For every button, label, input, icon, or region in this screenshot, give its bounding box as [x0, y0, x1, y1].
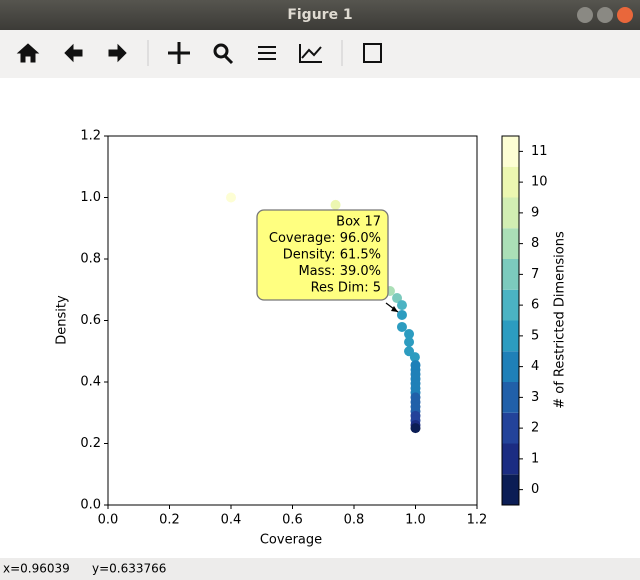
point: [226, 192, 236, 203]
configure-button[interactable]: [258, 46, 276, 60]
edit-axis-button[interactable]: [299, 44, 322, 63]
colorbar-label: # of Restricted Dimensions: [553, 231, 568, 409]
back-button[interactable]: [64, 43, 83, 63]
x-tick-label: 0.0: [98, 513, 119, 528]
point: [396, 309, 407, 320]
point: [396, 300, 407, 311]
x-tick-label: 0.8: [344, 513, 365, 528]
y-tick-label: 0.2: [80, 436, 101, 451]
annotation-box: [256, 209, 389, 301]
status-x: x=0.96039: [3, 562, 70, 576]
colorbar-tick-label: 1: [531, 451, 539, 466]
annotation-line: Mass: 39.0%: [298, 264, 381, 279]
colorbar-tick-label: 2: [531, 421, 539, 436]
y-tick-label: 0.6: [80, 313, 101, 328]
colorbar-tick-label: 6: [531, 298, 539, 313]
annotation-line: Coverage: 96.0%: [269, 231, 381, 246]
colorbar-tick-label: 0: [531, 482, 539, 497]
point: [396, 321, 407, 332]
annotation-line: Res Dim: 5: [311, 281, 381, 296]
y-tick-label: 0.8: [80, 252, 101, 267]
colorbar-tick-label: 9: [531, 205, 539, 220]
colorbar-tick-label: 5: [531, 328, 539, 343]
window-title: Figure 1: [287, 7, 352, 23]
x-tick-label: 0.6: [282, 513, 303, 528]
point: [404, 329, 415, 340]
plot-frame: [107, 135, 478, 506]
annotation-line: Density: 61.5%: [283, 248, 381, 263]
point: [409, 352, 420, 363]
x-tick-label: 1.0: [405, 513, 426, 528]
colorbar-band: [502, 351, 519, 382]
point: [410, 423, 421, 434]
x-tick-label: 1.2: [467, 513, 488, 528]
colorbar-tick-label: 11: [531, 144, 548, 159]
y-tick-label: 1.0: [80, 190, 101, 205]
y-tick-label: 0.0: [80, 498, 101, 513]
y-tick-label: 0.4: [80, 375, 101, 390]
zoom-button[interactable]: [213, 43, 234, 65]
minimize-button[interactable]: [577, 7, 593, 23]
colorbar-tick-label: 8: [531, 236, 539, 251]
forward-button[interactable]: [108, 43, 127, 63]
title-bar: [0, 0, 640, 30]
colorbar-tick-label: 7: [531, 267, 539, 282]
annotation-line: Box 17: [336, 215, 381, 230]
colorbar-band: [502, 136, 519, 167]
colorbar-band: [502, 166, 519, 198]
colorbar-band: [502, 259, 519, 290]
point: [404, 337, 415, 348]
close-button[interactable]: [617, 7, 633, 23]
colorbar-band: [502, 412, 519, 444]
toolbar-icons: [16, 40, 382, 66]
y-axis-label: Density: [55, 295, 70, 345]
y-tick-label: 1.2: [80, 129, 101, 144]
colorbar-tick-label: 10: [531, 175, 548, 190]
colorbar-band: [502, 197, 519, 229]
colorbar-band: [502, 382, 519, 413]
colorbar-band: [502, 228, 519, 259]
pan-button[interactable]: [168, 42, 190, 64]
status-bar: [0, 558, 640, 580]
colorbar-tick-label: 3: [531, 390, 539, 405]
x-tick-label: 0.4: [221, 513, 242, 528]
save-button[interactable]: [363, 43, 382, 63]
canvas: [0, 78, 640, 558]
point: [392, 293, 403, 304]
colorbar-frame: [501, 135, 520, 506]
annotation-arrowhead: [390, 305, 398, 312]
maximize-button[interactable]: [597, 7, 613, 23]
colorbar-band: [502, 289, 519, 321]
colorbar-band: [502, 474, 519, 505]
home-button[interactable]: [16, 43, 40, 63]
status-y: y=0.633766: [92, 562, 166, 576]
toolbar: [0, 30, 640, 78]
colorbar-tick-label: 4: [531, 359, 539, 374]
colorbar-band: [502, 443, 519, 475]
x-tick-label: 0.2: [159, 513, 180, 528]
point: [330, 199, 341, 210]
x-axis-label: Coverage: [260, 533, 322, 548]
colorbar-band: [502, 320, 519, 352]
